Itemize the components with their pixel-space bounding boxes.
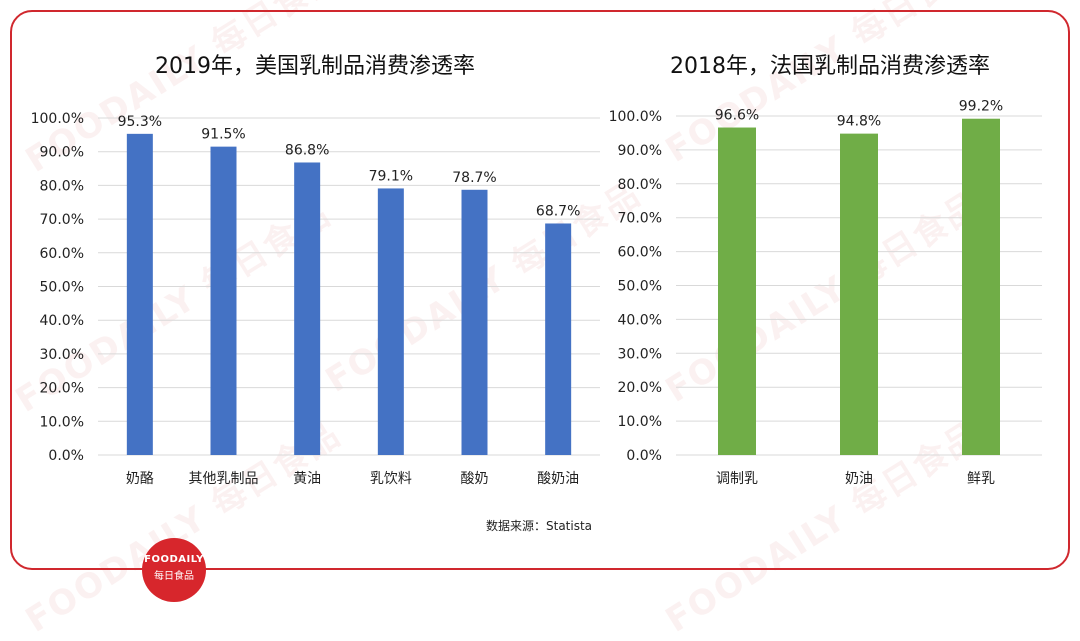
data-label: 99.2% xyxy=(959,99,1003,115)
y-tick-label: 10.0% xyxy=(40,414,84,430)
y-tick-label: 90.0% xyxy=(40,145,84,161)
x-tick-label: 奶油 xyxy=(845,471,873,487)
card-frame xyxy=(10,10,1070,570)
y-tick-label: 10.0% xyxy=(618,414,662,430)
data-label: 95.3% xyxy=(118,114,162,130)
logo-line2: 每日食品 xyxy=(154,571,194,582)
y-tick-label: 80.0% xyxy=(40,178,84,194)
bar xyxy=(210,146,237,455)
fr-chart-plot: 0.0% 10.0% 20.0% 30.0% 40.0% 50.0% 60.0% 70.0% 8… xyxy=(610,99,1042,487)
chart-title: 2018年，法国乳制品消费渗透率 xyxy=(670,54,990,79)
fr-chart: 2018年，法国乳制品消费渗透率 0.0% 10.0% 20.0% 30.0% 40.0… xyxy=(610,48,1050,508)
data-label: 96.6% xyxy=(715,108,759,124)
data-label: 78.7% xyxy=(452,170,496,186)
y-tick-label: 0.0% xyxy=(48,448,84,464)
brand-logo: FOODAILY 每日食品 xyxy=(142,538,206,602)
us-chart: 2019年，美国乳制品消费渗透率 0.0% 10.0% 20.0% 30.0% 40.0… xyxy=(20,48,610,508)
x-tick-label: 其他乳制品 xyxy=(189,471,259,487)
y-tick-label: 100.0% xyxy=(610,109,662,125)
y-tick-label: 20.0% xyxy=(40,381,84,397)
x-tick-label: 鲜乳 xyxy=(967,471,995,487)
bar xyxy=(126,133,153,455)
y-tick-label: 70.0% xyxy=(618,211,662,227)
y-tick-label: 90.0% xyxy=(618,143,662,159)
x-tick-label: 调制乳 xyxy=(716,471,758,487)
x-tick-label: 乳饮料 xyxy=(370,471,412,487)
us-chart-plot: 0.0% 10.0% 20.0% 30.0% 40.0% 50.0% 60.0% 70.0% 8… xyxy=(31,111,600,487)
bar xyxy=(461,189,488,455)
y-tick-label: 80.0% xyxy=(618,177,662,193)
x-tick-label: 黄油 xyxy=(293,470,321,487)
y-tick-label: 70.0% xyxy=(40,212,84,228)
x-tick-label: 奶酪 xyxy=(126,471,154,487)
bar xyxy=(377,188,404,456)
x-tick-label: 酸奶 xyxy=(461,471,489,487)
source-note: 数据来源：Statista xyxy=(486,519,593,533)
bar xyxy=(545,223,572,455)
y-tick-label: 20.0% xyxy=(618,380,662,396)
x-tick-label: 酸奶油 xyxy=(537,471,579,487)
y-tick-label: 50.0% xyxy=(40,280,84,296)
data-label: 91.5% xyxy=(201,127,245,143)
bar xyxy=(294,162,321,455)
data-label: 68.7% xyxy=(536,203,580,219)
y-tick-label: 40.0% xyxy=(40,313,84,329)
bar xyxy=(718,127,756,455)
data-label: 79.1% xyxy=(369,168,413,184)
y-tick-label: 50.0% xyxy=(618,279,662,295)
chart-title: 2019年，美国乳制品消费渗透率 xyxy=(155,54,475,79)
y-tick-label: 60.0% xyxy=(40,246,84,262)
y-tick-label: 30.0% xyxy=(618,346,662,362)
y-tick-label: 40.0% xyxy=(618,312,662,328)
y-tick-label: 30.0% xyxy=(40,347,84,363)
data-label: 86.8% xyxy=(285,142,329,158)
data-label: 94.8% xyxy=(837,114,881,130)
bar xyxy=(962,118,1000,455)
y-tick-label: 60.0% xyxy=(618,245,662,261)
y-tick-label: 100.0% xyxy=(31,111,84,127)
y-tick-label: 0.0% xyxy=(626,448,662,464)
logo-line1: FOODAILY xyxy=(144,554,204,565)
bar xyxy=(840,133,878,455)
